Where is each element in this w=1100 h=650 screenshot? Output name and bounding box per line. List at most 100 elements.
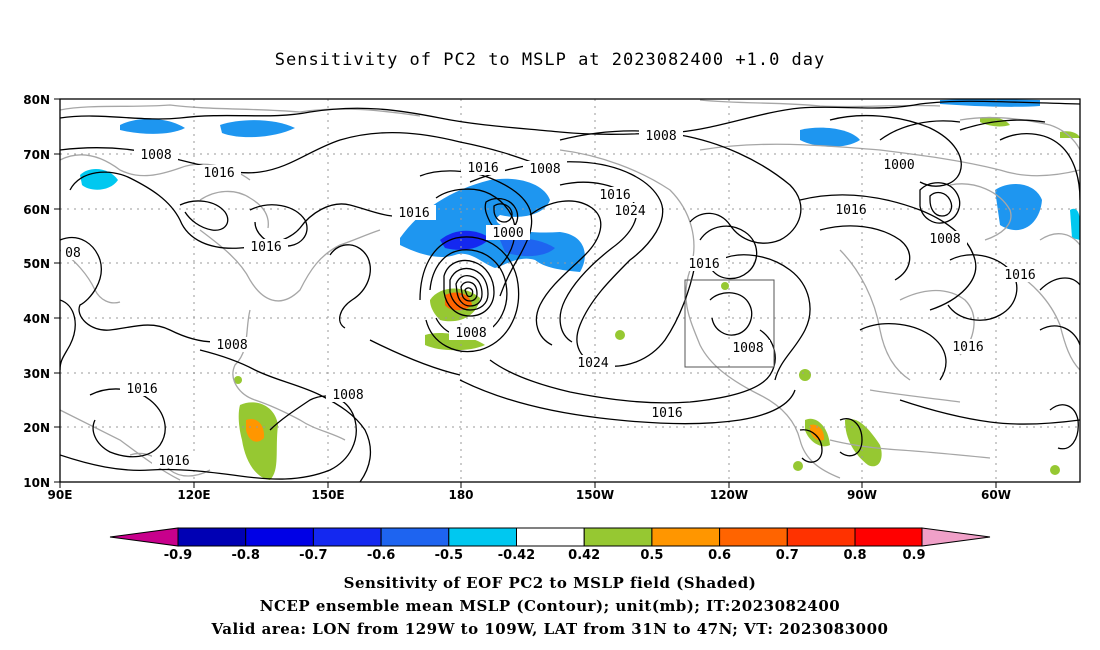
contour-label: 1016 [152,453,196,469]
svg-text:1008: 1008 [216,338,247,353]
contour-label: 1008 [134,147,178,163]
lon-tick-label: 90E [48,488,73,502]
svg-text:1008: 1008 [332,388,363,403]
contour-label: 1016 [682,256,726,272]
plot-frame [59,98,1081,483]
positive-region [615,330,625,340]
negative-region [120,118,185,134]
svg-text:1016: 1016 [158,454,189,469]
contour-label: 1024 [608,203,652,219]
contour-label: 1008 [326,387,370,403]
caption-line-1: Sensitivity of EOF PC2 to MSLP field (Sh… [343,574,757,592]
contour-label: 1008 [0,0,31,4]
shaded-sensitivity [80,99,1080,480]
lon-axis-labels: 90E 120E 150E 180 150W 120W 90W 60W [48,488,1011,502]
svg-text:08: 08 [65,246,81,261]
colorbar-label: 0.42 [568,548,600,563]
svg-text:1008: 1008 [645,129,676,144]
contour-label: 1016 [829,202,873,218]
contour-label: 1016 [946,339,990,355]
lat-tick-label: 30N [23,367,50,381]
lat-tick-label: 50N [23,257,50,271]
colorbar-segment [312,527,382,547]
contour-label: 1008 [210,337,254,353]
lat-tick-label: 70N [23,148,50,162]
colorbar-label: -0.6 [367,548,395,563]
svg-text:1016: 1016 [688,257,719,272]
colorbar-segment [651,527,721,547]
contour-label: 08 [61,245,85,261]
caption-line-3: Valid area: LON from 129W to 109W, LAT f… [211,620,889,638]
colorbar-label: 0.8 [843,548,866,563]
colorbar-end-right [921,527,991,547]
colorbar-segment [177,527,247,547]
svg-text:1000: 1000 [492,226,523,241]
positive-region [721,282,729,290]
positive-region [793,461,803,471]
colorbar-segment [245,527,314,547]
caption-line-2: NCEP ensemble mean MSLP (Contour); unit(… [259,597,841,615]
svg-text:1000: 1000 [883,158,914,173]
lat-tick-label: 40N [23,312,50,326]
contour-label: 1008 [0,0,31,4]
colorbar-label: -0.42 [498,548,535,563]
svg-text:1008: 1008 [929,232,960,247]
negative-region [220,120,295,138]
negative-region [1070,208,1080,240]
coastlines [60,99,1080,481]
contour-label: 1008 [0,0,31,4]
svg-text:1016: 1016 [467,161,498,176]
contour-label: 1008 [639,128,683,144]
svg-text:1016: 1016 [203,166,234,181]
svg-text:1008: 1008 [529,162,560,177]
contour-label: 1016 [461,160,505,176]
colorbar [109,527,991,547]
contour-label: 1008 [523,161,567,177]
lat-axis-labels: 80N 70N 60N 50N 40N 30N 20N 10N [23,93,50,490]
colorbar-segment [719,527,788,547]
colorbar-label: -0.5 [435,548,463,563]
positive-region [234,376,242,384]
mslp-contours [60,100,1080,482]
svg-text:1024: 1024 [614,204,645,219]
lat-tick-label: 60N [23,203,50,217]
svg-text:1008: 1008 [732,341,763,356]
colorbar-segment [380,527,450,547]
contour-label: 1000 [486,225,530,241]
colorbar-segment [448,527,517,547]
contour-label: 1016 [998,267,1042,283]
positive-core [810,424,825,441]
contour-label: 1008 [726,340,770,356]
colorbar-label: -0.9 [164,548,192,563]
lon-tick-label: 180 [448,488,473,502]
svg-text:1016: 1016 [126,382,157,397]
negative-core [440,230,490,250]
negative-region [800,127,860,147]
lat-tick-label: 80N [23,93,50,107]
svg-text:1008: 1008 [455,326,486,341]
colorbar-end-left [109,527,179,547]
contour-label: 1016 [197,165,241,181]
svg-text:1016: 1016 [835,203,866,218]
positive-core [246,418,265,442]
lon-tick-label: 150E [311,488,344,502]
lon-tick-label: 150W [576,488,614,502]
positive-region [1050,465,1060,475]
lon-tick-label: 60W [981,488,1011,502]
colorbar-label: -0.7 [299,548,327,563]
svg-text:1024: 1024 [577,356,608,371]
contour-label: 1016 [645,405,689,421]
contour-label: 1000 [877,157,921,173]
colorbar-segment [854,527,923,547]
svg-text:1016: 1016 [651,406,682,421]
svg-text:1016: 1016 [1004,268,1035,283]
positive-region [799,369,811,381]
colorbar-label: 0.6 [708,548,731,563]
lon-tick-label: 90W [847,488,877,502]
colorbar-label: -0.8 [231,548,259,563]
lat-lon-grid [60,99,1080,482]
lat-tick-label: 20N [23,421,50,435]
valid-area-box [684,279,775,368]
lat-tick-label: 10N [23,476,50,490]
